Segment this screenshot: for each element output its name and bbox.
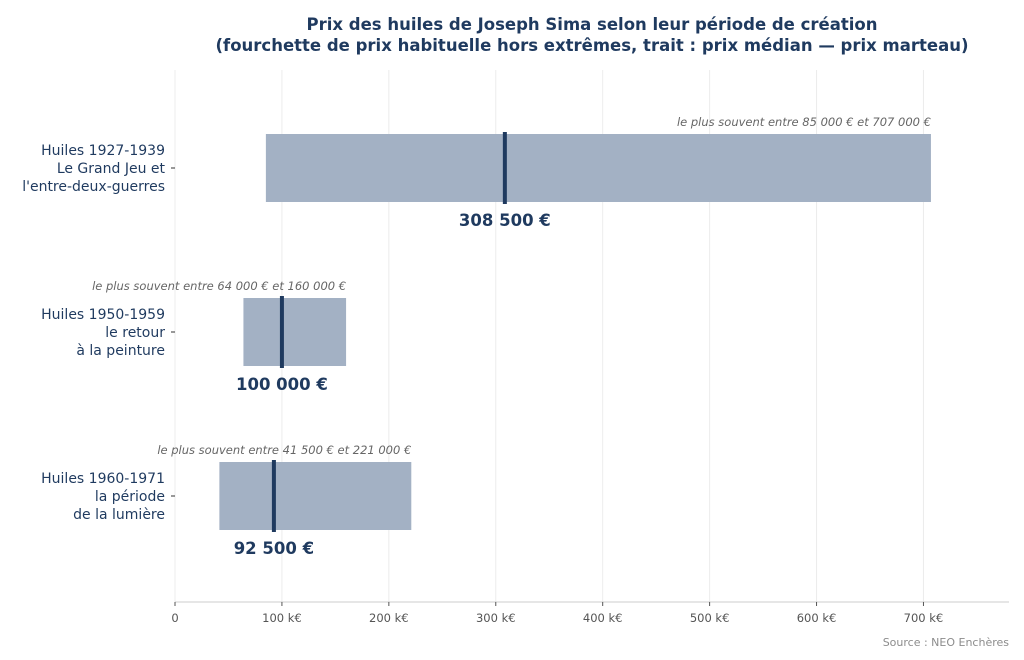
category-label-line: de la lumière	[73, 507, 165, 523]
x-tick-label: 200 k€	[369, 611, 409, 625]
category-label: Huiles 1950-1959 le retour à la peinture	[41, 307, 165, 359]
median-value-label: 100 000 €	[236, 375, 328, 394]
range-annotation: le plus souvent entre 85 000 € et 707 00…	[677, 115, 931, 129]
x-tick-label: 0	[171, 611, 178, 625]
x-tick-label: 100 k€	[262, 611, 302, 625]
category-label-line: Huiles 1960-1971	[41, 471, 165, 487]
x-tick-label: 600 k€	[797, 611, 837, 625]
chart-title-line-2: (fourchette de prix habituelle hors extr…	[215, 36, 969, 55]
category-label-line: Huiles 1950-1959	[41, 307, 165, 323]
median-value-label: 92 500 €	[234, 539, 314, 558]
range-annotation: le plus souvent entre 64 000 € et 160 00…	[92, 279, 346, 293]
category-label-line: Le Grand Jeu et	[57, 161, 166, 177]
x-tick-label: 700 k€	[904, 611, 944, 625]
category-label-line: le retour	[105, 325, 165, 341]
category-label: Huiles 1960-1971 la période de la lumière	[41, 471, 165, 523]
range-annotation: le plus souvent entre 41 500 € et 221 00…	[157, 443, 411, 457]
x-tick-label: 400 k€	[583, 611, 623, 625]
range-bar	[243, 298, 347, 366]
x-tick-label: 500 k€	[690, 611, 730, 625]
category-label-line: Huiles 1927-1939	[41, 143, 165, 159]
range-bar	[219, 462, 412, 530]
category-label-line: l'entre-deux-guerres	[22, 179, 165, 195]
x-tick-label: 300 k€	[476, 611, 516, 625]
category-label-line: à la peinture	[76, 343, 165, 359]
category-label-line: la période	[95, 489, 165, 505]
chart-title-line-1: Prix des huiles de Joseph Sima selon leu…	[306, 15, 878, 34]
range-bar	[265, 134, 931, 202]
category-label: Huiles 1927-1939 Le Grand Jeu et l'entre-d…	[22, 143, 165, 195]
median-value-label: 308 500 €	[459, 211, 551, 230]
source-note: Source : NEO Enchères	[882, 636, 1009, 649]
